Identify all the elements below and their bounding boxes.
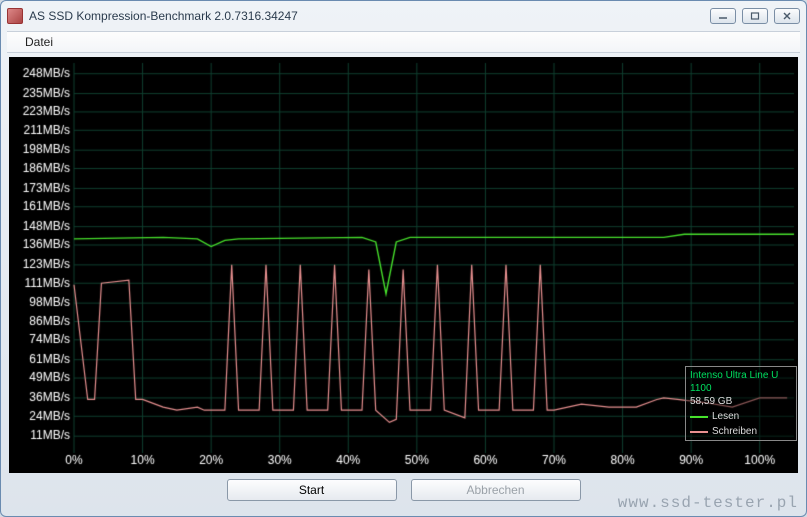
- menu-file[interactable]: Datei: [17, 33, 61, 51]
- window-frame: AS SSD Kompression-Benchmark 2.0.7316.34…: [0, 0, 807, 517]
- legend-capacity: 58,59 GB: [690, 395, 792, 408]
- cancel-button: Abbrechen: [411, 479, 581, 501]
- menubar: Datei: [7, 31, 800, 53]
- minimize-button[interactable]: [710, 8, 736, 24]
- legend-read-row: Lesen: [690, 410, 792, 423]
- start-button[interactable]: Start: [227, 479, 397, 501]
- legend-device-name: Intenso Ultra Line U: [690, 369, 792, 382]
- window-title: AS SSD Kompression-Benchmark 2.0.7316.34…: [29, 9, 710, 23]
- legend-read-swatch: [690, 416, 708, 418]
- legend-write-label: Schreiben: [712, 425, 757, 438]
- legend-write-row: Schreiben: [690, 425, 792, 438]
- titlebar: AS SSD Kompression-Benchmark 2.0.7316.34…: [1, 1, 806, 31]
- legend-device-sub: 1100: [690, 382, 792, 395]
- watermark-text: www.ssd-tester.pl: [618, 494, 798, 512]
- legend: Intenso Ultra Line U 1100 58,59 GB Lesen…: [685, 366, 797, 441]
- window-controls: [710, 8, 800, 24]
- app-icon: [7, 8, 23, 24]
- close-button[interactable]: [774, 8, 800, 24]
- chart-area: Intenso Ultra Line U 1100 58,59 GB Lesen…: [9, 57, 798, 473]
- legend-write-swatch: [690, 431, 708, 433]
- maximize-button[interactable]: [742, 8, 768, 24]
- benchmark-chart: [9, 57, 798, 473]
- legend-read-label: Lesen: [712, 410, 739, 423]
